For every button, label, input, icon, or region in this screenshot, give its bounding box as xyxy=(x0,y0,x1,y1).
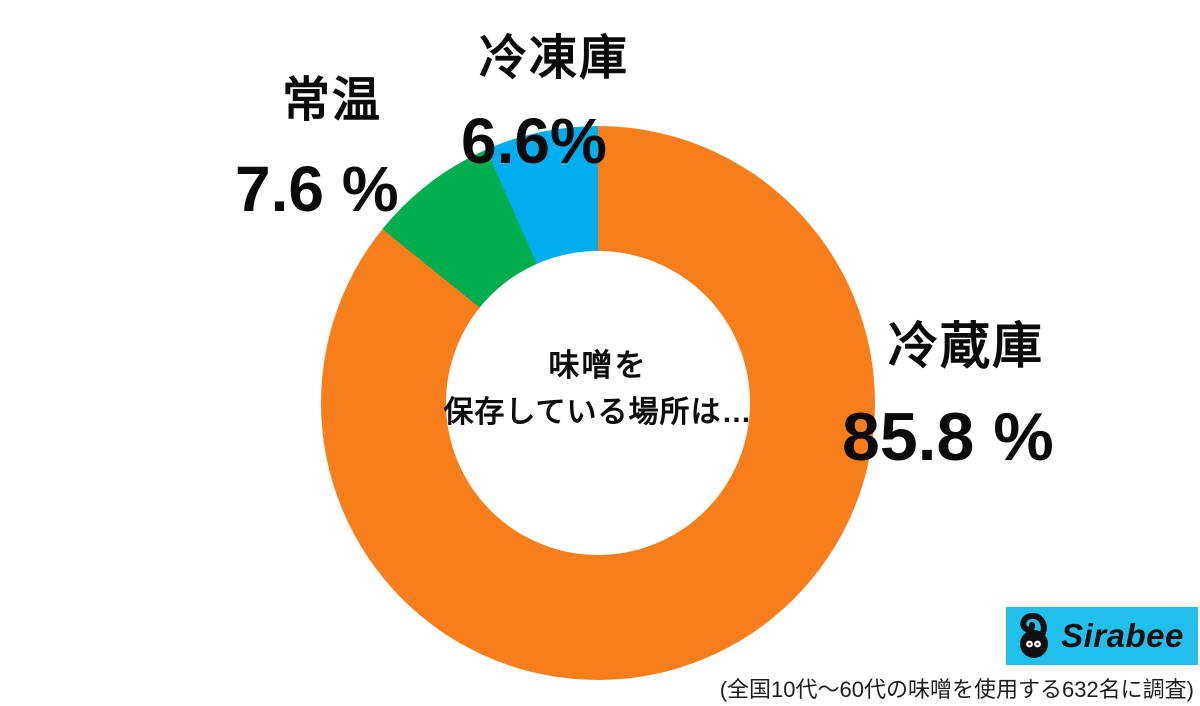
value-refrigerator: 85.8 % xyxy=(842,399,1054,475)
sirabee-logo: Sirabee xyxy=(1006,607,1198,665)
value-freezer: 6.6% xyxy=(461,105,607,177)
label-refrigerator: 冷蔵庫 xyxy=(888,318,1044,374)
donut-hole xyxy=(446,251,750,555)
donut-chart xyxy=(321,126,875,680)
sirabee-mascot-icon xyxy=(1020,613,1049,658)
value-room-temperature: 7.6 % xyxy=(235,153,399,225)
label-freezer: 冷凍庫 xyxy=(479,32,630,85)
survey-caption: (全国10代～60代の味噌を使用する632名に調査) xyxy=(719,677,1194,702)
label-room-temperature: 常温 xyxy=(282,74,383,127)
chart-center-title-line2: 保存している場所は… xyxy=(443,396,753,429)
chart-center-title: 味噌を 保存している場所は… xyxy=(398,346,798,433)
chart-center-title-line1: 味噌を xyxy=(548,348,648,383)
sirabee-logo-text: Sirabee xyxy=(1061,617,1184,654)
